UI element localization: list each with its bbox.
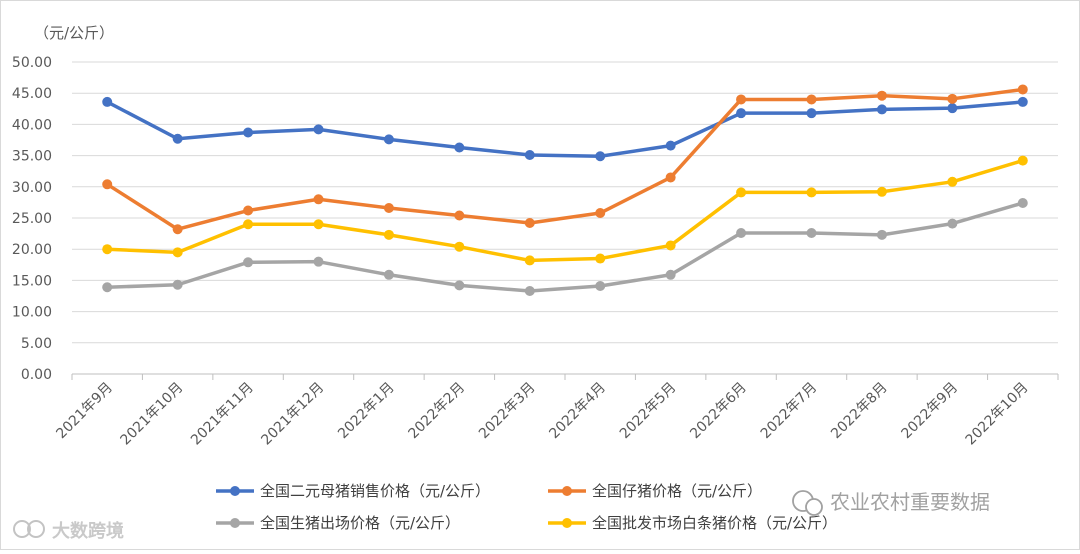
- data-point-series-4: [1017, 155, 1028, 166]
- data-point-series-2: [102, 179, 113, 190]
- data-point-series-2: [1017, 84, 1028, 95]
- y-tick-label: 50.00: [12, 55, 52, 71]
- y-tick-label: 35.00: [12, 149, 52, 165]
- data-point-series-3: [243, 257, 254, 268]
- y-tick-label: 40.00: [12, 117, 52, 133]
- data-point-series-4: [172, 247, 183, 258]
- data-point-series-2: [454, 210, 465, 221]
- data-point-series-2: [313, 194, 324, 205]
- series-line-1: [105, 100, 1025, 158]
- data-point-series-1: [524, 149, 535, 160]
- data-point-series-2: [172, 224, 183, 235]
- legend-label: 全国生猪出场价格（元/公斤）: [260, 514, 460, 532]
- y-tick-label: 10.00: [12, 305, 52, 321]
- series-line-4: [105, 158, 1025, 263]
- y-tick-label: 25.00: [12, 211, 52, 227]
- data-point-series-2: [524, 217, 535, 228]
- data-point-series-3: [665, 269, 676, 280]
- data-point-series-3: [595, 281, 606, 292]
- data-point-series-3: [313, 256, 324, 267]
- y-tick-label: 5.00: [21, 336, 52, 352]
- legend-item-3: 全国生猪出场价格（元/公斤）: [216, 514, 460, 532]
- data-point-series-4: [736, 187, 747, 198]
- data-point-series-4: [383, 229, 394, 240]
- legend-label: 全国二元母猪销售价格（元/公斤）: [260, 482, 490, 500]
- data-point-series-1: [454, 142, 465, 153]
- data-point-series-4: [947, 176, 958, 187]
- data-point-series-3: [736, 227, 747, 238]
- data-point-series-3: [806, 227, 817, 238]
- watermark-bottom-left: 大数跨境: [13, 520, 124, 542]
- data-point-series-3: [524, 286, 535, 297]
- data-point-series-3: [1017, 198, 1028, 209]
- legend-marker: [230, 486, 240, 496]
- data-point-series-3: [876, 229, 887, 240]
- data-point-series-4: [876, 186, 887, 197]
- y-unit-label: （元/公斤）: [34, 24, 114, 42]
- y-tick-label: 45.00: [12, 86, 52, 102]
- data-point-series-4: [665, 240, 676, 251]
- watermark-bottom-right: 农业农村重要数据: [792, 490, 990, 516]
- watermark-text-right: 农业农村重要数据: [830, 490, 990, 514]
- data-point-series-4: [595, 253, 606, 264]
- legend-item-4: 全国批发市场白条猪价格（元/公斤）: [548, 514, 837, 532]
- data-point-series-1: [595, 151, 606, 162]
- legend-item-1: 全国二元母猪销售价格（元/公斤）: [216, 482, 490, 500]
- data-point-series-2: [806, 94, 817, 105]
- data-point-series-1: [383, 134, 394, 145]
- data-point-series-4: [454, 241, 465, 252]
- legend-label: 全国仔猪价格（元/公斤）: [592, 482, 762, 500]
- data-point-series-1: [736, 108, 747, 119]
- data-point-series-4: [313, 219, 324, 230]
- legend-item-2: 全国仔猪价格（元/公斤）: [548, 482, 762, 500]
- data-point-series-2: [595, 208, 606, 219]
- data-point-series-4: [102, 244, 113, 255]
- data-point-series-2: [383, 203, 394, 214]
- data-point-series-2: [243, 205, 254, 216]
- wechat-icon: [805, 498, 823, 516]
- data-point-series-2: [876, 90, 887, 101]
- legend-marker: [562, 486, 572, 496]
- data-point-series-4: [243, 219, 254, 230]
- data-point-series-1: [806, 108, 817, 119]
- data-point-series-1: [243, 127, 254, 138]
- y-tick-label: 30.00: [12, 180, 52, 196]
- data-point-series-3: [102, 282, 113, 293]
- data-point-series-3: [172, 279, 183, 290]
- data-point-series-4: [524, 255, 535, 266]
- data-point-series-2: [665, 172, 676, 183]
- data-point-series-3: [947, 218, 958, 229]
- y-tick-label: 20.00: [12, 242, 52, 258]
- data-point-series-1: [313, 124, 324, 135]
- y-tick-label: 15.00: [12, 273, 52, 289]
- data-point-series-1: [947, 103, 958, 114]
- data-point-series-2: [947, 93, 958, 104]
- watermark-logo-icon: [27, 520, 45, 538]
- data-point-series-1: [172, 133, 183, 144]
- data-point-series-3: [454, 280, 465, 291]
- data-point-series-1: [876, 104, 887, 115]
- y-tick-label: 0.00: [21, 367, 52, 383]
- watermark-logo-icon: [13, 520, 31, 538]
- legend-label: 全国批发市场白条猪价格（元/公斤）: [592, 514, 837, 532]
- data-point-series-2: [736, 94, 747, 105]
- data-point-series-4: [806, 187, 817, 198]
- data-point-series-1: [665, 140, 676, 151]
- watermark-text-left: 大数跨境: [52, 520, 124, 542]
- legend-marker: [562, 518, 572, 528]
- data-point-series-3: [383, 269, 394, 280]
- data-point-series-1: [102, 96, 113, 107]
- legend-marker: [230, 518, 240, 528]
- data-point-series-1: [1017, 96, 1028, 107]
- series-line-3: [105, 201, 1025, 293]
- series-line-2: [105, 87, 1025, 231]
